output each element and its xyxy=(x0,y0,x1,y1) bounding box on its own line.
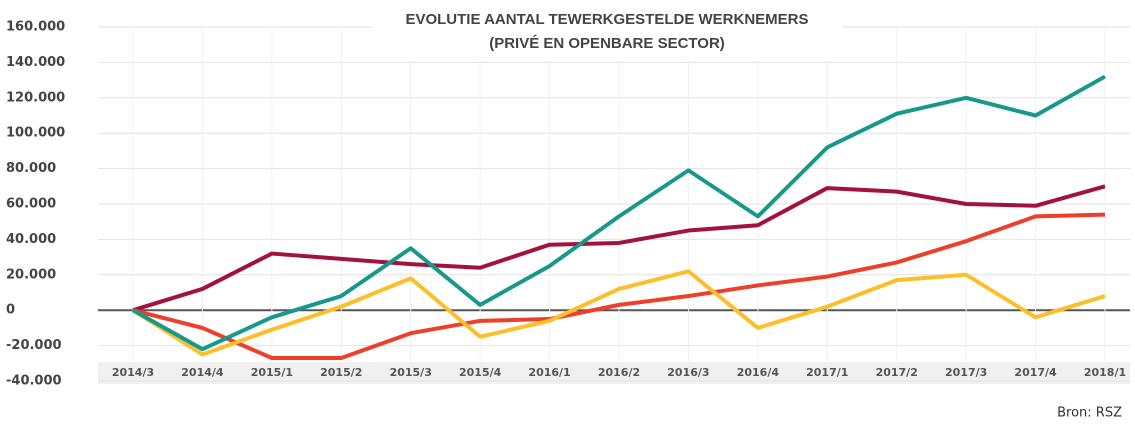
series-line xyxy=(132,74,1106,352)
y-tick-label: 60.000 xyxy=(6,197,56,212)
title-box xyxy=(372,8,842,60)
x-tick-label: 2017/3 xyxy=(945,366,987,379)
y-tick-label: 80.000 xyxy=(6,161,56,176)
series-line xyxy=(132,184,1106,313)
category-band xyxy=(98,362,1130,384)
x-tick-label: 2016/4 xyxy=(737,366,780,379)
y-tick-label: 0 xyxy=(6,303,15,318)
x-tick-label: 2015/1 xyxy=(251,366,293,379)
x-tick-label: 2018/1 xyxy=(1084,366,1126,379)
x-tick-label: 2015/4 xyxy=(459,366,502,379)
source: Bron: RSZ xyxy=(1057,406,1122,421)
x-tick-label: 2015/3 xyxy=(390,366,432,379)
x-tick-label: 2017/1 xyxy=(806,366,848,379)
series-line xyxy=(131,269,1106,357)
y-tick-label: 40.000 xyxy=(6,232,56,247)
y-tick-label: 160.000 xyxy=(6,20,65,35)
y-tick-label: 20.000 xyxy=(6,267,56,282)
x-tick-label: 2016/1 xyxy=(528,366,570,379)
series-line xyxy=(132,212,1106,360)
y-tick-label: -20.000 xyxy=(6,338,62,353)
x-tick-label: 2015/2 xyxy=(320,366,362,379)
y-tick-label: 140.000 xyxy=(6,55,65,70)
chart-title: EVOLUTIE AANTAL TEWERKGESTELDE WERKNEMER… xyxy=(405,11,808,28)
x-tick-label: 2017/2 xyxy=(876,366,918,379)
y-tick-label: 120.000 xyxy=(6,90,65,105)
y-tick-label: -40.000 xyxy=(6,374,62,389)
x-tick-label: 2016/2 xyxy=(598,366,640,379)
x-tick-label: 2014/3 xyxy=(112,366,154,379)
chart-subtitle: (PRIVÉ EN OPENBARE SECTOR) xyxy=(489,35,725,52)
x-tick-label: 2014/4 xyxy=(181,366,224,379)
y-tick-label: 100.000 xyxy=(6,126,65,141)
x-tick-label: 2017/4 xyxy=(1014,366,1057,379)
x-tick-label: 2016/3 xyxy=(667,366,709,379)
